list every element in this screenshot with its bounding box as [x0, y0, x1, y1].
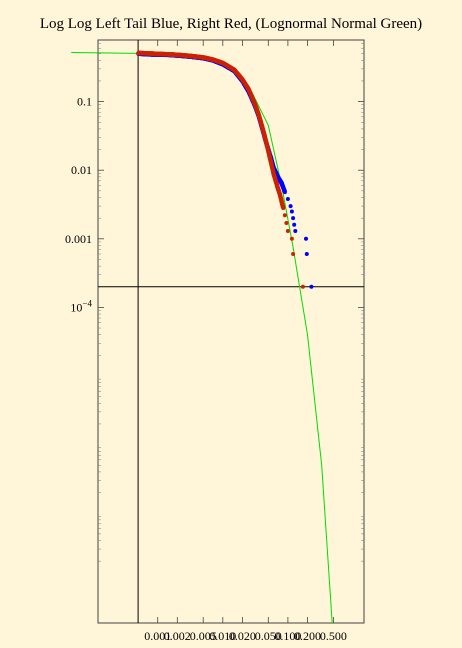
left-tail-point: [289, 209, 294, 214]
right-tail-point: [285, 229, 290, 233]
right-tail-point: [289, 236, 294, 241]
y-tick-label: 0.001: [65, 232, 92, 246]
x-tick-label: 0.020: [229, 629, 256, 643]
right-tail-point: [300, 284, 305, 289]
y-tick-label: 10−4: [70, 298, 92, 314]
y-tick-label: 0.1: [77, 95, 92, 109]
right-tail-point: [281, 206, 286, 211]
plot-frame: [97, 39, 365, 624]
y-tick-label: 0.01: [71, 163, 92, 177]
x-tick-label: 0.001: [144, 629, 171, 643]
left-tail-point: [285, 197, 290, 201]
x-tick-label: 0.010: [209, 629, 236, 643]
chart-title: Log Log Left Tail Blue, Right Red, (Logn…: [40, 16, 422, 32]
x-tick-label: 0.005: [190, 629, 217, 643]
left-tail-point: [309, 284, 314, 289]
x-tick-label: 0.100: [274, 629, 301, 643]
left-tail-point: [292, 222, 297, 227]
right-tail-point: [291, 252, 296, 256]
left-tail-point: [304, 236, 308, 241]
right-tail-point: [284, 221, 289, 225]
left-tail-point: [282, 190, 287, 195]
left-tail-point: [291, 216, 296, 221]
left-tail-point: [293, 229, 298, 233]
right-tail-point: [282, 213, 287, 218]
x-tick-label: 0.002: [164, 629, 191, 643]
left-tail-point: [304, 252, 309, 256]
lognormal-fit-line: [71, 52, 333, 624]
x-tick-label: 0.500: [320, 629, 347, 643]
left-tail-point: [288, 204, 293, 209]
x-tick-label: 0.200: [294, 629, 321, 643]
x-tick-label: 0.050: [255, 629, 282, 643]
